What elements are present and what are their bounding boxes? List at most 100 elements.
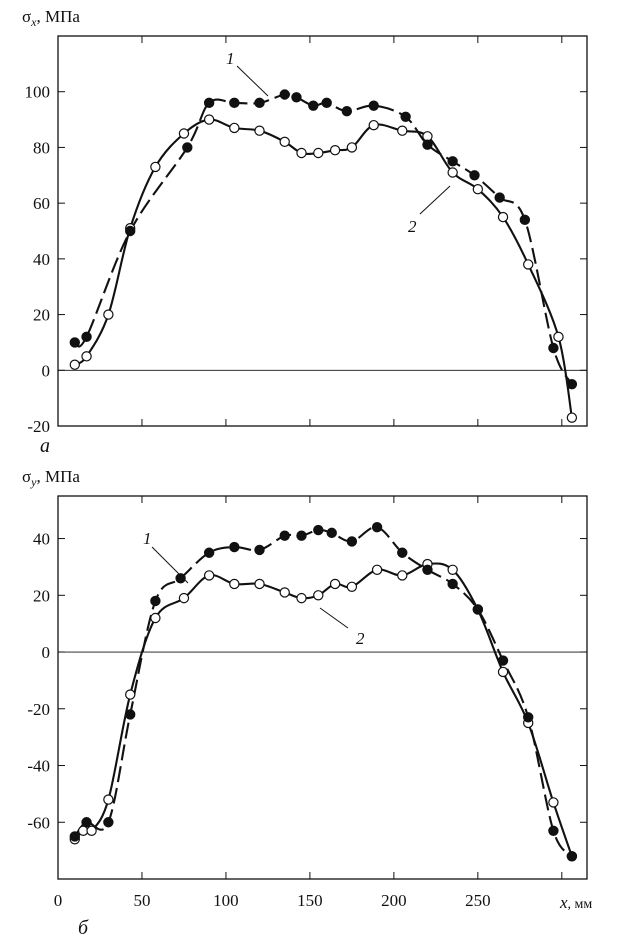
panel-b-ytick-label: 20 xyxy=(33,586,50,605)
panel-b-series-2-point xyxy=(103,794,114,805)
panel-b-series-2-point xyxy=(178,592,190,604)
panel-a-series-1-point xyxy=(341,106,353,117)
panel-b-ylabel-subscript: y xyxy=(30,475,37,489)
panel-a-series-2-point xyxy=(472,184,484,195)
panel-a-series-2-point xyxy=(229,122,240,134)
panel-a-series-1-point xyxy=(368,100,379,111)
panel-a-series-2-line xyxy=(74,118,573,418)
panel-a-series-2-point xyxy=(81,351,92,362)
panel-b-series-1-point xyxy=(497,655,509,666)
panel-a-ylabel-subscript: x xyxy=(30,15,37,29)
panel-a-ylabel-symbol: σ xyxy=(22,7,31,26)
panel-a-label: а xyxy=(40,435,50,457)
panel-b-axis-ticks: 0 50 100 150 200 250 -60 -40 -20 0 20 40 xyxy=(27,496,587,910)
panel-b-series-1-point xyxy=(125,709,136,720)
panel-b-series-2-point xyxy=(229,578,240,590)
panel-a-series-2-point xyxy=(397,125,408,136)
panel-a-series-2-point xyxy=(178,128,190,139)
panel-b-curve-2-leader xyxy=(319,607,349,629)
panel-a-series-1-point xyxy=(203,97,215,109)
panel-a-series-2-point xyxy=(296,147,307,159)
panel-b-series-2-point xyxy=(371,564,383,575)
panel-b-series-1-point xyxy=(229,541,240,553)
panel-b-series-2-point xyxy=(548,797,559,808)
panel-a-series-1-point xyxy=(81,331,92,343)
panel-b-series-1-point xyxy=(103,817,114,828)
panel-a-series-2-point xyxy=(329,145,341,156)
panel-a-series-2-point xyxy=(203,114,215,125)
panel-a-ylabel-unit: , МПа xyxy=(37,7,81,26)
panel-a-series-2-point xyxy=(346,142,358,153)
panel-b-xlabel-unit: , мм xyxy=(568,897,593,912)
panel-b-series-2-point xyxy=(203,570,215,581)
panel-a-ylabel: σx, МПа xyxy=(22,7,80,29)
panel-a-series-1-point xyxy=(69,337,80,348)
panel-a-series-1-point xyxy=(279,89,290,100)
panel-b-ylabel-unit: , МПа xyxy=(37,467,81,486)
panel-b-curve-1-leader xyxy=(151,546,189,584)
panel-b-series-2-point xyxy=(150,612,161,624)
panel-a-series-2-point xyxy=(313,147,324,159)
panel-b-series-2-point xyxy=(346,581,358,592)
panel-a-curve-2-leader xyxy=(419,185,451,215)
panel-b-ytick-label: -60 xyxy=(27,813,50,832)
panel-a-series-2-point xyxy=(368,119,379,131)
panel-a-series-1-point xyxy=(125,225,136,237)
panel-a-series-1-point xyxy=(229,97,240,109)
panel-b-series-markers xyxy=(69,522,578,862)
panel-b-ytick-label: 0 xyxy=(42,643,51,662)
panel-b-series-lines xyxy=(73,526,573,858)
panel-a-series-1-point xyxy=(321,97,332,109)
panel-a-series-1-point xyxy=(447,156,458,167)
panel-a-series-2-point xyxy=(254,125,265,136)
panel-a-curve-2-label: 2 xyxy=(408,217,417,236)
panel-a-series-2-point xyxy=(150,161,161,173)
panel-b-series-1-point xyxy=(81,817,92,828)
panel-b-series-2-point xyxy=(125,689,136,700)
panel-b-series-1-point xyxy=(313,524,324,536)
panel-a-series-2-point xyxy=(447,167,458,178)
panel-b-ytick-label: 40 xyxy=(33,530,50,549)
panel-a-series-2-point xyxy=(279,136,290,148)
panel-b-series-1-point xyxy=(523,712,534,723)
panel-a-series-2-point xyxy=(103,309,114,320)
panel-b-curve-1-label: 1 xyxy=(143,529,152,548)
panel-b-series-1-point xyxy=(69,831,80,842)
panel-b-series-1-line xyxy=(73,526,573,858)
panel-a-series-1-point xyxy=(400,111,411,122)
panel-b-xlabel-symbol: x xyxy=(559,893,568,912)
panel-a-series-2-point xyxy=(497,211,509,223)
panel-b-series-1-point xyxy=(371,522,383,533)
panel-b-series-2-point xyxy=(279,587,290,598)
panel-b-ylabel-symbol: σ xyxy=(22,467,31,486)
panel-b-series-1-point xyxy=(150,595,161,607)
panel-b-label: б xyxy=(78,917,89,938)
panel-a-series-2-point xyxy=(553,331,564,343)
panel-b-ytick-label: -20 xyxy=(27,700,50,719)
panel-b-series-2-point xyxy=(497,666,509,678)
panel-b-xlabel: x, мм xyxy=(559,893,592,912)
panel-b-plot-frame xyxy=(57,495,588,880)
panel-b-series-1-point xyxy=(203,547,215,558)
panel-b-series-2-point xyxy=(329,578,341,590)
panel-b-series-1-point xyxy=(346,536,358,547)
panel-b-series-2-point xyxy=(313,590,324,601)
panel-b-series-2-line xyxy=(74,562,573,857)
panel-a-series-1-point xyxy=(469,170,480,181)
panel-b-xtick-label: 150 xyxy=(297,891,323,910)
panel-a-ytick-label: 100 xyxy=(25,83,51,102)
panel-a-ytick-label: 0 xyxy=(42,361,51,380)
panel-a-series-1-point xyxy=(422,139,433,150)
panel-b-series-1-point xyxy=(447,578,458,590)
panel-b-series-2-point xyxy=(86,825,97,836)
panel-a-series-1-point xyxy=(291,92,302,103)
panel-a-series-1-point xyxy=(548,342,559,354)
panel-a-series-1-point xyxy=(182,142,193,153)
panel-b-xtick-label: 50 xyxy=(133,891,150,910)
panel-b-series-1-point xyxy=(397,547,408,558)
panel-a-curve-1-label: 1 xyxy=(226,49,235,68)
panel-a-axis-ticks: -20 0 20 40 60 80 100 xyxy=(25,36,587,436)
panel-b-series-2-point xyxy=(296,592,307,604)
panel-a-series-1-point xyxy=(566,379,578,390)
